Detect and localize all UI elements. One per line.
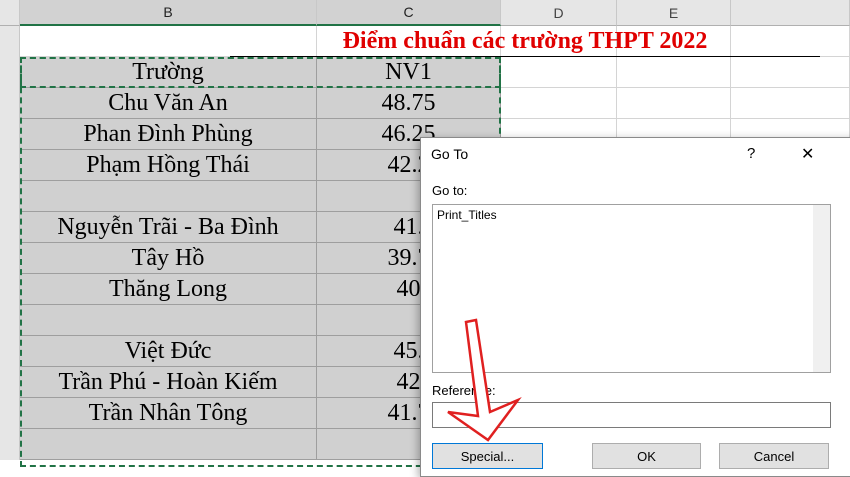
cell-text: Phan Đình Phùng (20, 119, 317, 150)
column-header[interactable]: E (617, 0, 731, 26)
goto-label: Go to: (432, 183, 468, 198)
selection-border (20, 57, 501, 88)
cell (617, 88, 731, 119)
column-header[interactable]: D (501, 0, 617, 26)
list-item[interactable]: Print_Titles (437, 208, 497, 222)
cell-text: Nguyễn Trãi - Ba Đình (20, 212, 317, 243)
annotation-arrow (447, 318, 522, 442)
close-button[interactable]: ✕ (801, 146, 815, 163)
cell-text: Phạm Hồng Thái (20, 150, 317, 181)
goto-list[interactable]: Print_Titles (432, 204, 831, 373)
cell (617, 57, 731, 88)
dialog-title: Go To (431, 146, 469, 162)
cell-text: Tây Hồ (20, 243, 317, 274)
cell-text: Trần Nhân Tông (20, 398, 317, 429)
scrollbar (813, 205, 830, 372)
cell-text: Việt Đức (20, 336, 317, 367)
corner (0, 0, 20, 26)
cell (20, 305, 317, 336)
cell-text: Trần Phú - Hoàn Kiếm (20, 367, 317, 398)
column-header[interactable] (731, 0, 850, 26)
cell-text: Thăng Long (20, 274, 317, 305)
cell (20, 181, 317, 212)
cell (20, 26, 317, 57)
reference-input[interactable] (432, 402, 831, 428)
red-arrow (447, 318, 522, 442)
sheet-title: Điểm chuẩn các trường THPT 2022 (230, 26, 820, 57)
column-header[interactable]: C (317, 0, 501, 26)
cell-text: Chu Văn An (20, 88, 317, 119)
help-button[interactable]: ? (747, 145, 756, 162)
column-header[interactable]: B (20, 0, 317, 26)
cell (501, 57, 617, 88)
cell-text: 48.75 (317, 88, 501, 119)
cell-text: Trường (20, 57, 317, 88)
row-headers (0, 26, 20, 460)
cell (501, 88, 617, 119)
